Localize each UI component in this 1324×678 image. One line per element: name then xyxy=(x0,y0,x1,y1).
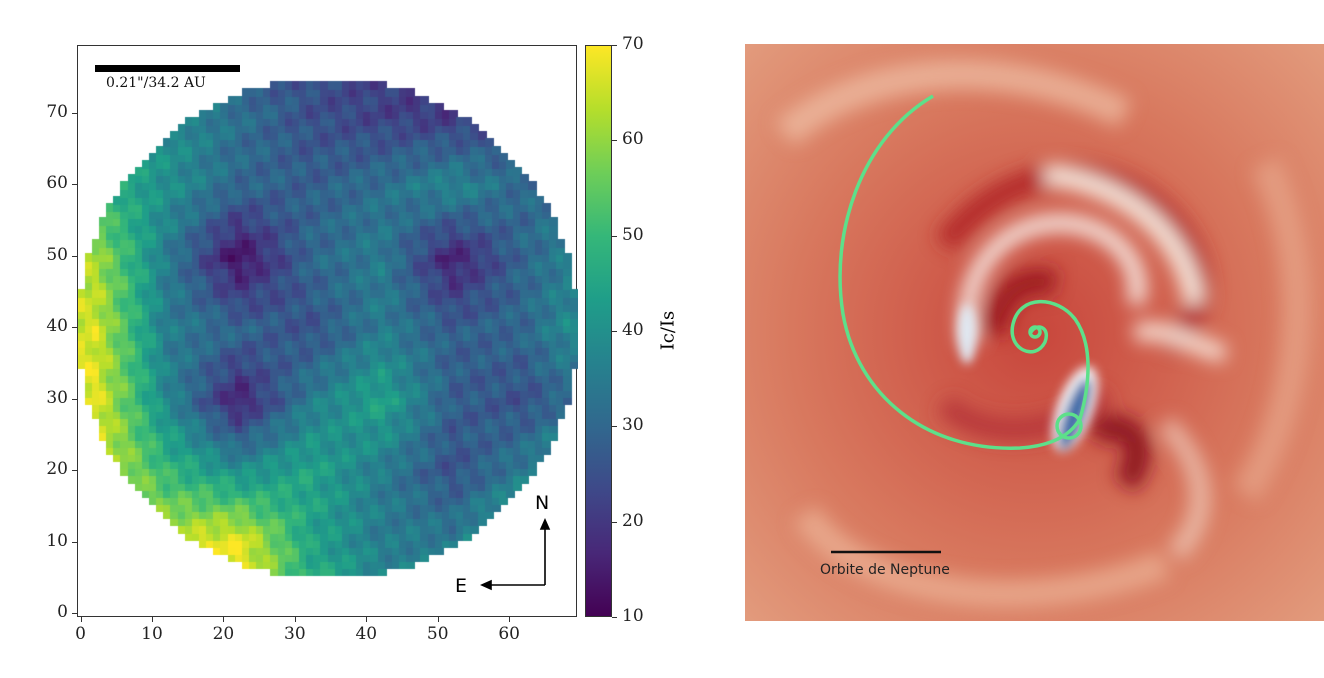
colorbar-tick-mark xyxy=(612,235,617,237)
heatmap-axes xyxy=(77,45,578,618)
y-tick-mark xyxy=(72,613,77,615)
y-tick-mark xyxy=(72,184,77,186)
spiral-arms xyxy=(775,59,1312,608)
x-tick-mark xyxy=(223,617,225,622)
y-tick-mark xyxy=(72,112,77,114)
colorbar-tick-mark xyxy=(612,521,617,523)
scale-bar-label: 0.21"/34.2 AU xyxy=(106,75,206,91)
green-spiral xyxy=(838,94,1090,450)
x-tick-label: 20 xyxy=(212,624,235,644)
y-tick-label: 60 xyxy=(46,173,68,194)
x-tick-mark xyxy=(366,617,368,622)
colorbar-tick-label: 30 xyxy=(622,415,644,436)
compass-north-label: N xyxy=(535,492,550,514)
y-tick-mark xyxy=(72,255,77,257)
heatmap-image xyxy=(78,46,578,618)
x-tick-mark xyxy=(437,617,439,622)
x-tick-mark xyxy=(80,617,82,622)
colorbar-tick-mark xyxy=(612,426,617,428)
y-tick-mark xyxy=(72,327,77,329)
colorbar-tick-label: 70 xyxy=(622,34,644,54)
colorbar-tick-mark xyxy=(612,617,617,618)
colorbar-tick-label: 20 xyxy=(622,510,644,531)
y-tick-mark xyxy=(72,470,77,472)
x-tick-label: 30 xyxy=(284,624,306,644)
colorbar-tick-label: 50 xyxy=(622,224,644,245)
x-tick-label: 10 xyxy=(141,624,163,644)
y-tick-mark xyxy=(72,541,77,543)
y-tick-label: 50 xyxy=(46,244,68,265)
x-tick-label: 0 xyxy=(75,624,86,644)
y-tick-mark xyxy=(72,398,77,400)
colorbar-label: Ic/Is xyxy=(657,310,679,351)
y-tick-label: 10 xyxy=(46,530,68,551)
x-tick-mark xyxy=(152,617,153,622)
colorbar-tick-mark xyxy=(612,45,617,46)
compass xyxy=(480,518,551,591)
colorbar xyxy=(585,45,612,617)
x-tick-label: 60 xyxy=(498,624,520,644)
compass-east-label: E xyxy=(455,575,468,597)
scale-bar xyxy=(95,65,240,72)
disk-image xyxy=(745,44,1324,621)
background xyxy=(745,44,1324,621)
y-tick-label: 70 xyxy=(46,101,68,122)
y-tick-label: 20 xyxy=(46,459,68,480)
colorbar-tick-label: 60 xyxy=(622,129,644,150)
x-tick-label: 40 xyxy=(355,624,378,644)
x-tick-label: 50 xyxy=(426,624,449,644)
y-tick-label: 40 xyxy=(46,316,68,337)
y-tick-label: 30 xyxy=(46,387,68,408)
x-tick-mark xyxy=(509,617,511,622)
east-arrowhead xyxy=(480,579,492,591)
colorbar-tick-label: 10 xyxy=(622,606,644,626)
colorbar-tick-mark xyxy=(612,331,617,332)
x-tick-mark xyxy=(294,617,296,622)
north-arrowhead xyxy=(539,518,551,530)
y-tick-label: 0 xyxy=(57,602,68,623)
neptune-scale-label: Orbite de Neptune xyxy=(820,562,950,578)
colorbar-tick-label: 40 xyxy=(622,320,644,340)
colorbar-tick-mark xyxy=(612,140,617,142)
